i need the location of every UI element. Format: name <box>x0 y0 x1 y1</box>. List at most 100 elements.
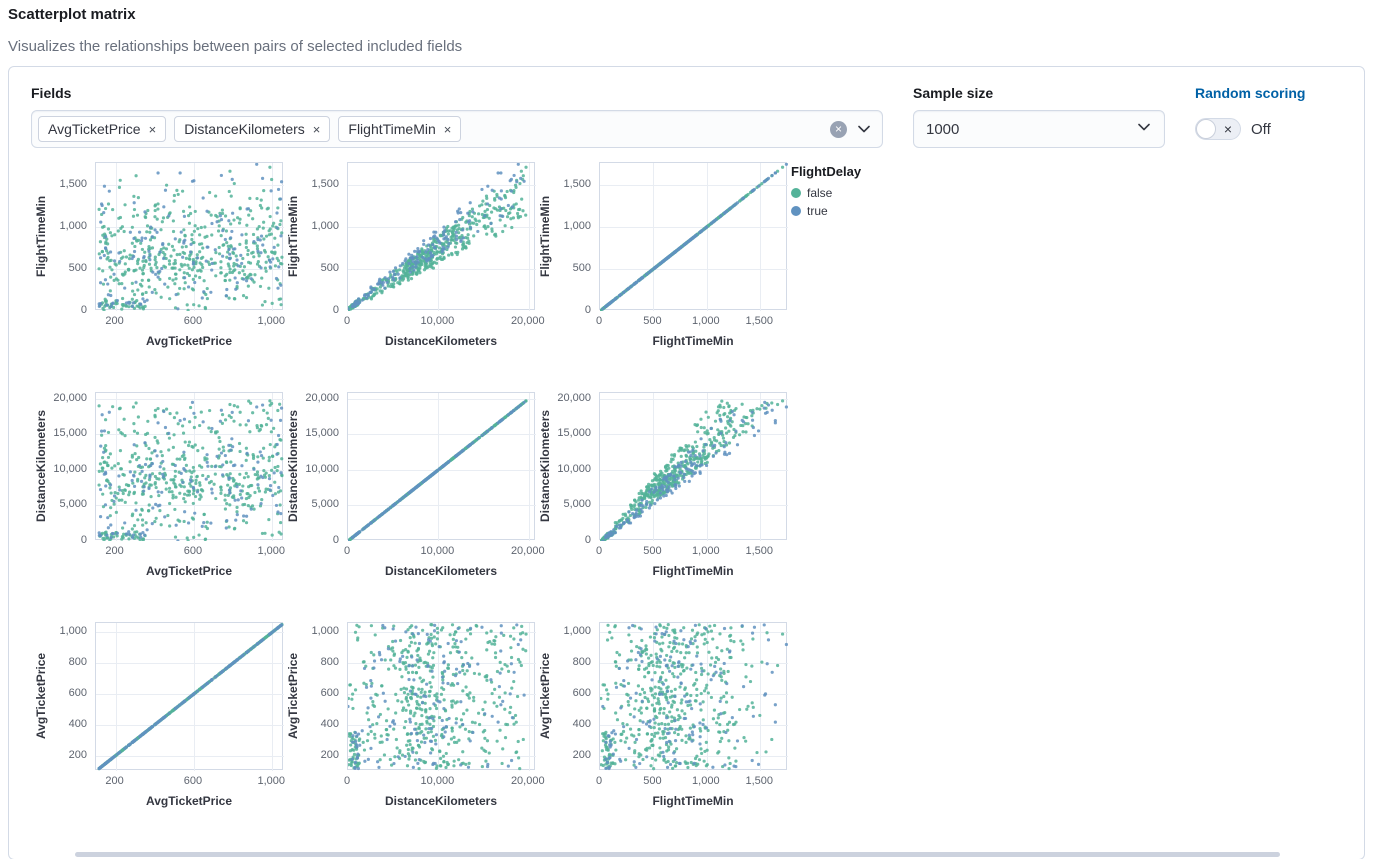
legend-dot-icon <box>791 188 801 198</box>
y-tick-label: 1,500 <box>59 177 87 190</box>
scatter-panel-DistanceKilometers-vs-DistanceKilometers[interactable]: DistanceKilometers 0 5,000 10,000 15,000 20,0… <box>283 391 545 582</box>
y-tick-label: 600 <box>572 686 591 699</box>
y-tick-label: 200 <box>320 748 339 761</box>
chevron-down-icon <box>1136 119 1152 140</box>
y-tick-label: 0 <box>332 304 339 316</box>
x-axis-title: AvgTicketPrice <box>145 334 233 348</box>
x-tick-label: 1,500 <box>745 545 773 557</box>
sample-size-value: 1000 <box>926 120 960 138</box>
scatter-panel-AvgTicketPrice-vs-DistanceKilometers[interactable]: AvgTicketPrice 200 400 600 800 1,000 0 10,000 20… <box>283 622 545 812</box>
y-axis-title: FlightTimeMin <box>538 195 552 277</box>
plot-area[interactable] <box>95 392 284 541</box>
y-tick-label: 0 <box>80 304 87 316</box>
x-axis-tick-labels: 0 10,000 20,000 <box>343 770 545 788</box>
chevron-down-icon[interactable] <box>856 121 872 137</box>
legend-items: false true <box>791 186 861 218</box>
x-tick-label: 0 <box>343 315 351 327</box>
scatter-panel-FlightTimeMin-vs-DistanceKilometers[interactable]: FlightTimeMin 0 500 1,000 1,500 0 10,000 20,000… <box>283 162 545 352</box>
x-tick-label: 1,000 <box>257 315 286 327</box>
plot-area[interactable] <box>95 162 284 311</box>
y-tick-label: 10,000 <box>305 462 339 475</box>
plot-area[interactable] <box>347 392 536 541</box>
scatter-panel-FlightTimeMin-vs-FlightTimeMin[interactable]: FlightTimeMin 0 500 1,000 1,500 0 500 1,000 1,50… <box>535 162 788 352</box>
x-tick-label: 0 <box>595 315 603 327</box>
x-tick-label: 0 <box>595 775 603 787</box>
x-axis-tick-labels: 200 600 1,000 <box>95 770 285 788</box>
scatterplot-matrix-card: Fields AvgTicketPrice × DistanceKilometers… <box>8 66 1365 859</box>
plot-area[interactable] <box>599 622 788 771</box>
scatter-panel-AvgTicketPrice-vs-AvgTicketPrice[interactable]: AvgTicketPrice 200 400 600 800 1,000 200 600 1,0… <box>31 622 285 812</box>
x-axis-title: DistanceKilometers <box>384 794 498 808</box>
field-pill-label: FlightTimeMin <box>348 121 436 137</box>
controls-row: Fields AvgTicketPrice × DistanceKilometers… <box>31 85 1342 148</box>
remove-field-icon[interactable]: × <box>443 121 452 137</box>
y-tick-label: 1,000 <box>563 625 591 638</box>
x-axis-title: FlightTimeMin <box>652 564 734 578</box>
field-pill-DistanceKilometers[interactable]: DistanceKilometers × <box>174 116 331 142</box>
scatter-panel-FlightTimeMin-vs-AvgTicketPrice[interactable]: FlightTimeMin 0 500 1,000 1,500 200 600 1,000 Av… <box>31 162 286 352</box>
x-axis-tick-labels: 200 600 1,000 <box>95 310 286 328</box>
x-tick-label: 10,000 <box>420 775 455 787</box>
plot-area[interactable] <box>347 622 536 771</box>
y-tick-label: 20,000 <box>557 391 591 404</box>
y-tick-label: 800 <box>572 656 591 669</box>
x-tick-label: 1,000 <box>692 775 720 787</box>
flight-delay-legend: FlightDelay false true <box>791 164 861 222</box>
plot-area[interactable] <box>599 392 788 541</box>
x-tick-label: 0 <box>595 545 603 557</box>
horizontal-scrollbar[interactable] <box>75 852 1280 857</box>
y-axis-tick-labels: 200 400 600 800 1,000 <box>303 622 347 770</box>
x-axis-tick-labels: 0 500 1,000 1,500 <box>595 540 787 558</box>
scatter-panel-AvgTicketPrice-vs-FlightTimeMin[interactable]: AvgTicketPrice 200 400 600 800 1,000 0 500 1,000… <box>535 622 788 812</box>
y-axis-tick-labels: 200 400 600 800 1,000 <box>555 622 599 770</box>
y-axis-tick-labels: 0 500 1,000 1,500 <box>51 162 95 316</box>
y-tick-label: 200 <box>572 748 591 761</box>
y-axis-tick-labels: 0 5,000 10,000 15,000 20,000 <box>51 392 95 546</box>
y-tick-label: 20,000 <box>305 391 339 404</box>
sample-size-select[interactable]: 1000 <box>913 110 1165 148</box>
clear-fields-button[interactable]: × <box>830 120 847 138</box>
legend-item-false: false <box>791 186 861 200</box>
plot-area[interactable] <box>347 162 536 311</box>
x-axis-title: AvgTicketPrice <box>145 564 233 578</box>
y-tick-label: 800 <box>320 656 339 669</box>
y-tick-label: 1,500 <box>311 177 339 190</box>
x-tick-label: 10,000 <box>420 315 455 327</box>
legend-item-label: true <box>807 204 828 218</box>
remove-field-icon[interactable]: × <box>312 121 321 137</box>
plot-area[interactable] <box>95 622 284 771</box>
random-scoring-state: Off <box>1251 120 1271 138</box>
x-tick-label: 200 <box>105 775 124 787</box>
field-pill-FlightTimeMin[interactable]: FlightTimeMin × <box>338 116 462 142</box>
y-tick-label: 600 <box>320 686 339 699</box>
random-scoring-link[interactable]: Random scoring <box>1195 85 1306 101</box>
y-axis-title: AvgTicketPrice <box>34 652 48 740</box>
y-tick-label: 15,000 <box>557 427 591 440</box>
y-tick-label: 15,000 <box>305 427 339 440</box>
field-pill-AvgTicketPrice[interactable]: AvgTicketPrice × <box>38 116 167 142</box>
x-tick-label: 1,500 <box>745 775 773 787</box>
scatter-panel-DistanceKilometers-vs-FlightTimeMin[interactable]: DistanceKilometers 0 5,000 10,000 15,000 20,0… <box>535 391 788 582</box>
scatter-panel-DistanceKilometers-vs-AvgTicketPrice[interactable]: DistanceKilometers 0 5,000 10,000 15,000 20,0… <box>31 392 285 582</box>
y-axis-title: FlightTimeMin <box>34 195 48 277</box>
y-tick-label: 1,000 <box>311 219 339 232</box>
y-tick-label: 1,500 <box>563 177 591 190</box>
fields-group: Fields AvgTicketPrice × DistanceKilometers… <box>31 85 883 148</box>
y-tick-label: 5,000 <box>59 498 87 511</box>
fields-combobox[interactable]: AvgTicketPrice × DistanceKilometers × Flight… <box>31 110 883 148</box>
selected-field-pills: AvgTicketPrice × DistanceKilometers × Flight… <box>38 116 830 142</box>
y-axis-title: DistanceKilometers <box>538 409 552 523</box>
y-tick-label: 10,000 <box>53 462 87 475</box>
y-tick-label: 400 <box>320 717 339 730</box>
remove-field-icon[interactable]: × <box>148 121 157 137</box>
x-tick-label: 200 <box>105 545 124 557</box>
x-tick-label: 0 <box>343 775 351 787</box>
random-scoring-toggle[interactable]: × <box>1195 118 1241 140</box>
x-tick-label: 10,000 <box>420 545 455 557</box>
y-tick-label: 800 <box>68 656 87 669</box>
legend-title: FlightDelay <box>791 164 862 179</box>
plot-area[interactable] <box>599 162 788 311</box>
x-tick-label: 1,000 <box>692 315 720 327</box>
x-tick-label: 20,000 <box>510 775 545 787</box>
